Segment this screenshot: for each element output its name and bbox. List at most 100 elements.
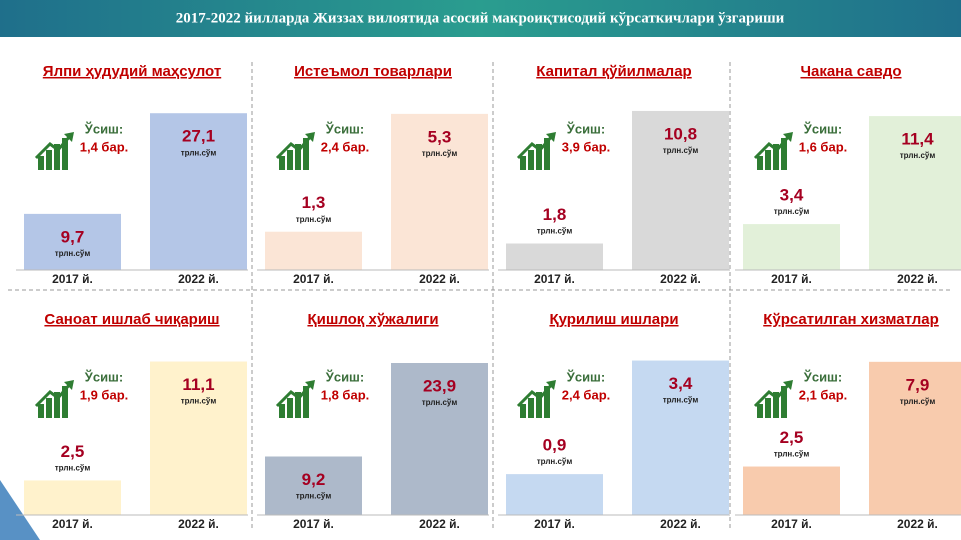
x-tick-label: 2022 й.	[660, 272, 701, 286]
bar	[150, 113, 247, 270]
icon-arrow	[516, 383, 554, 408]
x-tick-label: 2022 й.	[178, 517, 219, 531]
separators	[8, 62, 953, 530]
icon-bar	[536, 392, 542, 418]
icon-arrow	[34, 383, 72, 408]
x-tick-label: 2022 й.	[419, 272, 460, 286]
value-label: 5,3	[428, 127, 452, 146]
icon-bar	[757, 156, 763, 170]
icon-bar	[520, 404, 526, 418]
panel-title: Қурилиш ишлари	[549, 311, 678, 328]
icon-bar	[528, 398, 534, 418]
growth-icon	[275, 380, 315, 418]
icon-bar	[757, 404, 763, 418]
icon-bar	[287, 398, 293, 418]
value-label: 9,7	[61, 227, 85, 246]
x-tick-label: 2022 й.	[897, 517, 938, 531]
x-tick-label: 2017 й.	[52, 517, 93, 531]
bar	[265, 231, 362, 270]
growth-value: 2,1 бар.	[799, 387, 848, 402]
bar	[632, 360, 729, 515]
icon-bar	[287, 150, 293, 170]
growth-value: 3,9 бар.	[562, 139, 611, 154]
header-bar	[0, 0, 961, 37]
unit-label: трлн.сўм	[774, 207, 810, 216]
panel-title: Кўрсатилган хизматлар	[763, 311, 939, 328]
icon-bar	[781, 138, 787, 170]
unit-label: трлн.сўм	[537, 457, 573, 466]
value-label: 11,4	[901, 130, 934, 149]
icon-bar	[773, 144, 779, 170]
icon-arrow	[275, 135, 313, 160]
growth-icon	[753, 380, 793, 418]
bar	[24, 213, 121, 270]
bar	[391, 113, 488, 271]
growth-icon	[753, 132, 793, 170]
growth-icon	[516, 380, 556, 418]
icon-bar	[544, 138, 550, 170]
growth-value: 2,4 бар.	[321, 139, 370, 154]
unit-label: трлн.сўм	[181, 397, 217, 406]
icon-bar	[781, 386, 787, 418]
unit-label: трлн.сўм	[774, 450, 810, 459]
icon-arrowhead	[64, 132, 74, 142]
icon-bar	[279, 404, 285, 418]
unit-label: трлн.сўм	[663, 146, 699, 155]
value-label: 2,5	[780, 428, 804, 447]
unit-label: трлн.сўм	[900, 151, 936, 160]
bar	[869, 361, 961, 515]
unit-label: трлн.сўм	[663, 396, 699, 405]
growth-label: Ўсиш:	[84, 121, 123, 136]
x-tick-label: 2017 й.	[293, 272, 334, 286]
icon-arrowhead	[783, 380, 793, 390]
growth-label: Ўсиш:	[325, 369, 364, 384]
x-tick-label: 2022 й.	[897, 272, 938, 286]
x-tick-label: 2017 й.	[534, 517, 575, 531]
growth-icon	[34, 380, 74, 418]
x-tick-label: 2022 й.	[178, 272, 219, 286]
value-label: 2,5	[61, 442, 85, 461]
x-tick-label: 2022 й.	[419, 517, 460, 531]
icon-bar	[295, 144, 301, 170]
growth-value: 1,9 бар.	[80, 387, 129, 402]
bar	[506, 474, 603, 515]
bar	[869, 116, 961, 270]
icon-bar	[773, 392, 779, 418]
value-label: 9,2	[302, 470, 326, 489]
panel-title: Ялпи ҳудудий маҳсулот	[43, 63, 221, 80]
icon-bar	[38, 156, 44, 170]
x-tick-label: 2017 й.	[771, 272, 812, 286]
unit-label: трлн.сўм	[537, 227, 573, 236]
growth-label: Ўсиш:	[566, 369, 605, 384]
icon-bar	[295, 392, 301, 418]
x-tick-label: 2017 й.	[293, 517, 334, 531]
growth-value: 2,4 бар.	[562, 387, 611, 402]
icon-bar	[38, 404, 44, 418]
unit-label: трлн.сўм	[422, 149, 458, 158]
icon-arrowhead	[783, 132, 793, 142]
unit-label: трлн.сўм	[296, 215, 332, 224]
value-label: 23,9	[423, 376, 456, 395]
icon-bar	[544, 386, 550, 418]
unit-label: трлн.сўм	[900, 397, 936, 406]
growth-label: Ўсиш:	[325, 121, 364, 136]
panel-title: Капитал қўйилмалар	[536, 63, 691, 80]
icon-bar	[520, 156, 526, 170]
icon-arrow	[275, 383, 313, 408]
value-label: 11,1	[182, 375, 214, 394]
icon-bar	[536, 144, 542, 170]
icon-bar	[765, 150, 771, 170]
icon-bar	[46, 150, 52, 170]
x-tick-label: 2017 й.	[534, 272, 575, 286]
bar	[743, 466, 840, 515]
page-title: 2017-2022 йилларда Жиззах вилоятида асос…	[176, 10, 785, 26]
icon-bar	[303, 386, 309, 418]
icon-arrowhead	[546, 380, 556, 390]
growth-icon	[516, 132, 556, 170]
growth-icon	[275, 132, 315, 170]
bar	[391, 362, 488, 515]
x-tick-label: 2022 й.	[660, 517, 701, 531]
icon-arrow	[753, 135, 791, 160]
icon-arrow	[516, 135, 554, 160]
